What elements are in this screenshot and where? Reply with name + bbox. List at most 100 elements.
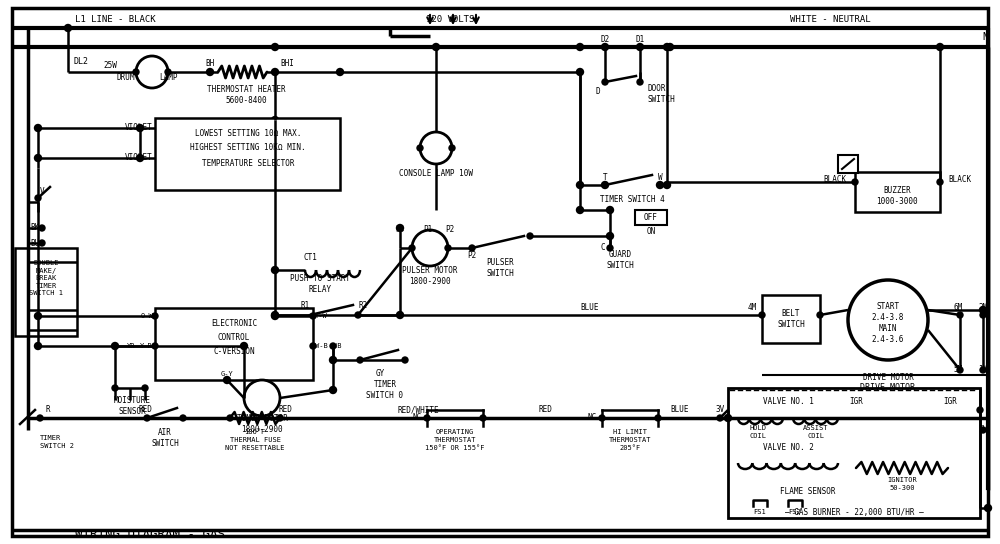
Bar (15, 248, 77, 336)
Text: AIR
SWITCH: AIR SWITCH (151, 428, 179, 448)
Text: HOLD
COIL: HOLD COIL (750, 425, 767, 439)
Text: 25W: 25W (103, 60, 117, 70)
Circle shape (980, 312, 986, 318)
Circle shape (412, 230, 448, 266)
Circle shape (35, 195, 41, 201)
Circle shape (34, 343, 42, 349)
Circle shape (272, 312, 278, 319)
Bar (155, 308, 313, 380)
Circle shape (666, 44, 674, 51)
Circle shape (272, 267, 278, 274)
Circle shape (277, 415, 283, 421)
Circle shape (420, 132, 452, 164)
Circle shape (272, 116, 278, 123)
Circle shape (272, 312, 278, 318)
Circle shape (34, 154, 42, 162)
Circle shape (402, 357, 408, 363)
Circle shape (396, 312, 404, 318)
Text: ON: ON (646, 227, 656, 237)
Text: BHI: BHI (280, 59, 294, 67)
Circle shape (34, 312, 42, 319)
Text: VIOLET: VIOLET (125, 152, 153, 162)
Bar (155, 118, 340, 190)
Text: DOUBLE
MAKE/
BREAK
TIMER
SWITCH 1: DOUBLE MAKE/ BREAK TIMER SWITCH 1 (29, 260, 63, 296)
Text: NC: NC (588, 413, 597, 423)
Text: 3V: 3V (715, 405, 725, 415)
Circle shape (576, 69, 584, 76)
Text: RED: RED (278, 405, 292, 415)
Circle shape (977, 407, 983, 413)
Circle shape (602, 44, 608, 51)
Circle shape (357, 357, 363, 363)
Circle shape (112, 343, 119, 349)
Text: R2: R2 (358, 300, 368, 310)
Circle shape (576, 182, 584, 189)
Circle shape (396, 225, 404, 232)
Text: BLUE: BLUE (671, 405, 689, 415)
Text: OPERATING
THERMOSTAT
150°F OR 155°F: OPERATING THERMOSTAT 150°F OR 155°F (425, 430, 485, 450)
Circle shape (355, 312, 361, 318)
Circle shape (152, 343, 158, 349)
Text: BU: BU (31, 238, 40, 248)
Circle shape (980, 427, 986, 433)
Text: L1 LINE - BLACK: L1 LINE - BLACK (75, 15, 156, 24)
Circle shape (637, 44, 644, 51)
Text: N: N (982, 32, 988, 42)
Text: DRIVE MOTOR: DRIVE MOTOR (860, 384, 916, 393)
Bar (728, 388, 980, 518)
Text: V: V (40, 188, 45, 196)
Circle shape (936, 44, 944, 51)
Text: R: R (45, 405, 50, 415)
Text: T-W: T-W (315, 313, 328, 319)
Text: HI LIMIT
THERMOSTAT
205°F: HI LIMIT THERMOSTAT 205°F (609, 430, 651, 450)
Text: IGNITOR
50-300: IGNITOR 50-300 (887, 477, 917, 491)
Text: RED: RED (138, 405, 152, 415)
Text: W: W (658, 172, 662, 182)
Text: 6M: 6M (953, 302, 963, 312)
Circle shape (602, 79, 608, 85)
Text: — GAS BURNER - 22,000 BTU/HR —: — GAS BURNER - 22,000 BTU/HR — (785, 508, 923, 516)
Text: O-W: O-W (140, 313, 153, 319)
Circle shape (717, 415, 723, 421)
Circle shape (576, 44, 584, 51)
Text: CT1: CT1 (303, 254, 317, 263)
Circle shape (606, 207, 614, 213)
Text: C: C (600, 244, 605, 252)
Text: DRIVE MOTOR: DRIVE MOTOR (863, 374, 913, 382)
Text: T: T (603, 172, 607, 182)
Text: RED/WHITE: RED/WHITE (397, 405, 439, 415)
Text: CONTROL: CONTROL (218, 333, 250, 343)
Circle shape (445, 245, 451, 251)
Text: 186°F
THERMAL FUSE
NOT RESETTABLE: 186°F THERMAL FUSE NOT RESETTABLE (225, 430, 285, 450)
Circle shape (980, 367, 986, 373)
Circle shape (207, 69, 214, 76)
Circle shape (244, 380, 280, 416)
Circle shape (330, 386, 336, 393)
Circle shape (848, 280, 928, 360)
Circle shape (606, 232, 614, 239)
Text: TEMPERATURE SELECTOR: TEMPERATURE SELECTOR (202, 159, 294, 169)
Bar (838, 155, 858, 173)
Circle shape (852, 179, 858, 185)
Circle shape (34, 125, 42, 132)
Circle shape (224, 376, 230, 384)
Text: W-B: W-B (315, 343, 328, 349)
Circle shape (656, 182, 664, 189)
Circle shape (112, 385, 118, 391)
Text: P1: P1 (423, 226, 433, 234)
Text: HIGHEST SETTING 10KΩ MIN.: HIGHEST SETTING 10KΩ MIN. (190, 143, 306, 151)
Circle shape (272, 44, 278, 51)
Circle shape (165, 69, 171, 75)
Circle shape (480, 415, 486, 421)
Text: TIMER MOTOR
1800-2900: TIMER MOTOR 1800-2900 (237, 414, 287, 434)
Text: BH: BH (205, 59, 215, 67)
Text: R1: R1 (300, 300, 310, 310)
Circle shape (180, 415, 186, 421)
Circle shape (409, 245, 415, 251)
Bar (855, 172, 940, 212)
Text: VALVE NO. 1: VALVE NO. 1 (763, 398, 813, 406)
Circle shape (310, 313, 316, 319)
Circle shape (424, 415, 430, 421)
Text: BLUE: BLUE (581, 302, 599, 312)
Circle shape (980, 306, 986, 313)
